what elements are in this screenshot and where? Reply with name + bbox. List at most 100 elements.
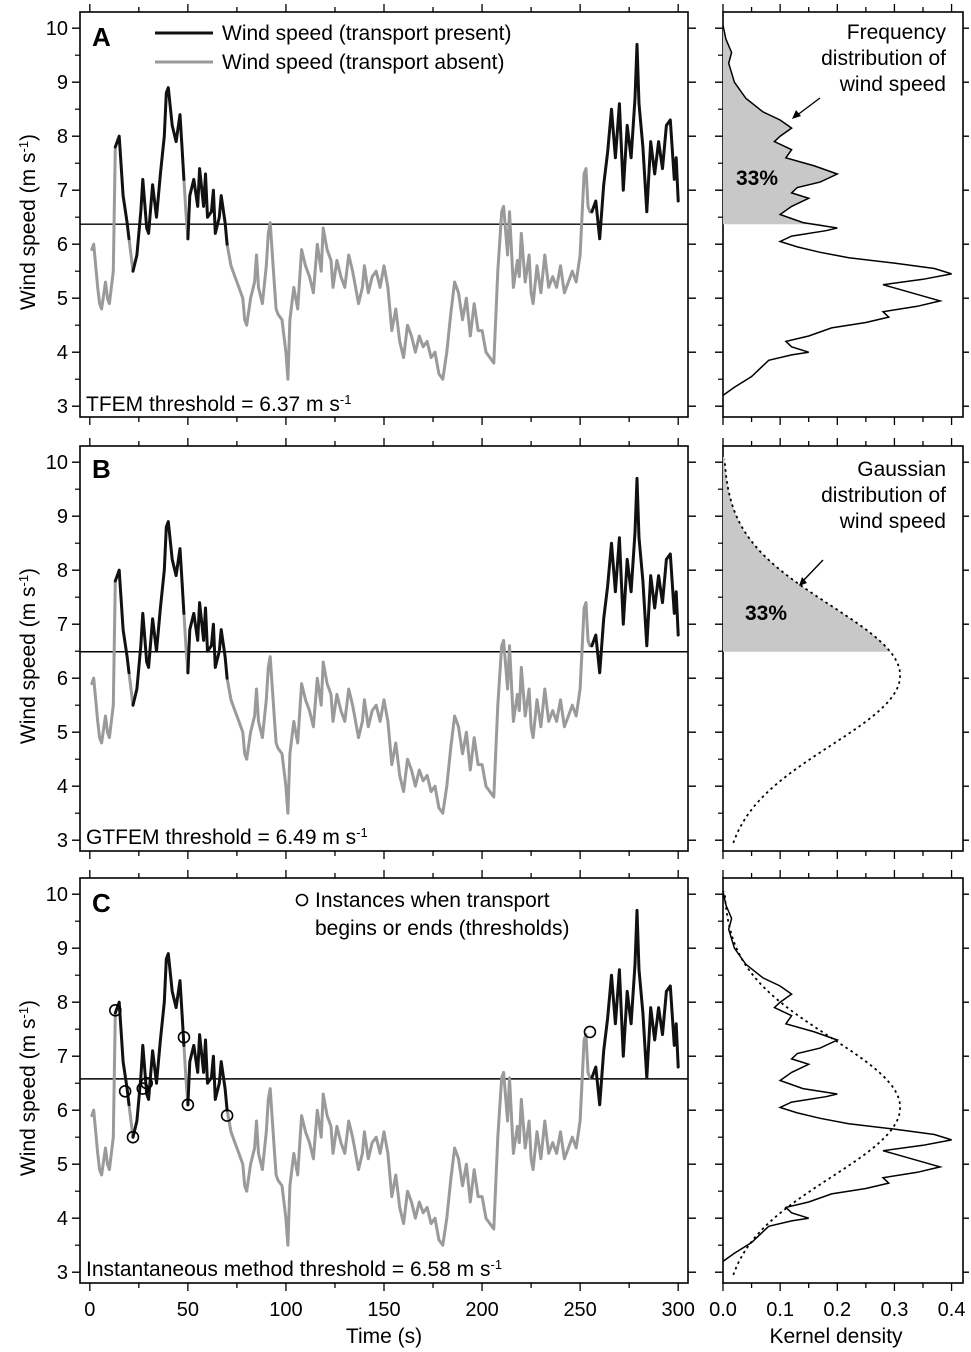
- y-tick-label: 4: [57, 342, 68, 364]
- panel-a-letter: A: [92, 22, 111, 52]
- legend-label-line-1: Instances when transport: [315, 889, 550, 912]
- series-line-transport-present: [113, 1000, 131, 1107]
- y-tick-label: 5: [57, 1154, 68, 1176]
- x-tick-label: 150: [367, 1299, 400, 1321]
- legend-label-line-2: begins or ends (thresholds): [315, 917, 569, 940]
- panel-a-density: Frequency distribution of wind speed 33%: [722, 11, 964, 418]
- shaded-area-label: 33%: [745, 602, 787, 625]
- x-axis-title: Time (s): [346, 1325, 422, 1348]
- y-axis-title-close: ): [17, 1000, 40, 1007]
- panel-a-threshold-label: TFEM threshold = 6.37 m s-1: [86, 392, 351, 417]
- density-annotation-line-3: wind speed: [839, 73, 946, 96]
- density-annotation-line-3: wind speed: [839, 510, 946, 533]
- panel-c-density-frame: [722, 877, 964, 1284]
- x-tick-label: 50: [177, 1299, 199, 1321]
- series-line-transport-present: [113, 134, 131, 241]
- y-tick-label: 9: [57, 506, 68, 528]
- series-line-transport-present: [590, 908, 680, 1107]
- threshold-instance-marker: [177, 1031, 191, 1044]
- series-line-transport-absent: [225, 167, 594, 381]
- panel-b-density: Gaussian distribution of wind speed 33%: [722, 445, 964, 852]
- y-tick-label: 8: [57, 126, 68, 148]
- y-tick-label: 7: [57, 180, 68, 202]
- y-tick-label: 7: [57, 614, 68, 636]
- density-curve-frequency: [722, 25, 952, 397]
- annotation-arrow: [801, 559, 824, 583]
- density-annotation-line-1: Frequency: [847, 21, 947, 44]
- y-tick-label: 6: [57, 234, 68, 256]
- y-axis-title-sup: -1: [16, 575, 31, 587]
- y-tick-label: 9: [57, 72, 68, 94]
- y-axis-title: Wind speed (m s-1): [16, 568, 41, 744]
- panel-c-legend: Instances when transport begins or ends …: [295, 889, 569, 940]
- density-x-tick-label: 0.2: [823, 1299, 851, 1321]
- shaded-area-above-threshold: [723, 25, 838, 225]
- panel-a-legend: Wind speed (transport present) Wind spee…: [155, 22, 511, 74]
- series-line-transport-present: [590, 42, 680, 241]
- y-tick-label: 4: [57, 776, 68, 798]
- y-axis-title-main: Wind speed (m s: [17, 1019, 40, 1177]
- density-x-tick-label: 0.0: [709, 1299, 737, 1321]
- y-axis-title: Wind speed (m s-1): [16, 134, 41, 310]
- y-axis-title-close: ): [17, 134, 40, 141]
- y-tick-label: 9: [57, 938, 68, 960]
- series-line-transport-present: [186, 1033, 229, 1112]
- panel-c-threshold-label: Instantaneous method threshold = 6.58 m …: [86, 1257, 502, 1282]
- y-axis-title: Wind speed (m s-1): [16, 1000, 41, 1176]
- density-x-axis-title: Kernel density: [769, 1325, 903, 1348]
- series-line-transport-present: [131, 952, 186, 1139]
- y-tick-label: 7: [57, 1046, 68, 1068]
- y-tick-label: 3: [57, 1262, 68, 1284]
- density-x-tick-label: 0.4: [938, 1299, 966, 1321]
- y-axis-title-sup: -1: [16, 1007, 31, 1019]
- density-x-tick-label: 0.1: [766, 1299, 794, 1321]
- threshold-instance-marker: [126, 1130, 140, 1144]
- x-tick-label: 250: [563, 1299, 596, 1321]
- panel-b: B GTFEM threshold = 6.49 m s-1 3 4 5 6 7 8 9 10…: [16, 438, 969, 859]
- panel-b-threshold-label: GTFEM threshold = 6.49 m s-1: [86, 825, 368, 850]
- legend-marker-circle: [295, 893, 309, 907]
- density-annotation-line-1: Gaussian: [857, 458, 946, 481]
- annotation-arrow-head: [799, 577, 807, 586]
- x-tick-label: 300: [662, 1299, 695, 1321]
- panel-c-letter: C: [92, 888, 111, 918]
- annotation-arrow: [795, 97, 821, 117]
- threshold-instance-marker: [220, 1109, 234, 1122]
- series-line-transport-absent: [225, 601, 594, 815]
- series-line-transport-present: [131, 86, 186, 273]
- series-line-transport-absent: [90, 1011, 117, 1177]
- panel-c-density: Kernel density 0.0 0.1 0.2 0.3 0.4: [709, 877, 966, 1348]
- series-line-transport-absent: [127, 237, 135, 273]
- panel-c: C Instances when transport begins or end…: [16, 870, 969, 1348]
- y-tick-label: 5: [57, 722, 68, 744]
- shaded-area-label: 33%: [736, 167, 778, 190]
- density-x-tick-label: 0.3: [881, 1299, 909, 1321]
- y-tick-label: 3: [57, 396, 68, 418]
- y-tick-label: 8: [57, 560, 68, 582]
- series-line-transport-present: [131, 520, 186, 707]
- annotation-arrow-head: [792, 110, 801, 119]
- series-line-transport-absent: [127, 671, 135, 707]
- density-curve-gaussian: [723, 891, 902, 1276]
- panel-a: A Wind speed (transport present) Wind sp…: [16, 4, 969, 425]
- series-line-transport-absent: [90, 145, 117, 311]
- series-line-transport-present: [113, 568, 131, 675]
- y-tick-label: 3: [57, 830, 68, 852]
- shaded-area-above-threshold: [723, 456, 891, 652]
- threshold-instance-marker: [118, 1085, 132, 1098]
- series-line-transport-present: [186, 167, 229, 246]
- y-tick-label: 8: [57, 992, 68, 1014]
- density-annotation-line-2: distribution of: [821, 484, 946, 507]
- threshold-instance-marker: [181, 1098, 195, 1112]
- x-tick-label: 200: [465, 1299, 498, 1321]
- x-tick-label: 0: [84, 1299, 95, 1321]
- y-axis-title-sup: -1: [16, 141, 31, 153]
- panel-b-letter: B: [92, 454, 111, 484]
- series-line-transport-absent: [225, 1033, 594, 1247]
- density-curve-gaussian: [723, 459, 902, 844]
- y-tick-label: 4: [57, 1208, 68, 1230]
- y-axis-title-close: ): [17, 568, 40, 575]
- legend-label-present: Wind speed (transport present): [222, 22, 511, 45]
- legend-label-absent: Wind speed (transport absent): [222, 51, 504, 74]
